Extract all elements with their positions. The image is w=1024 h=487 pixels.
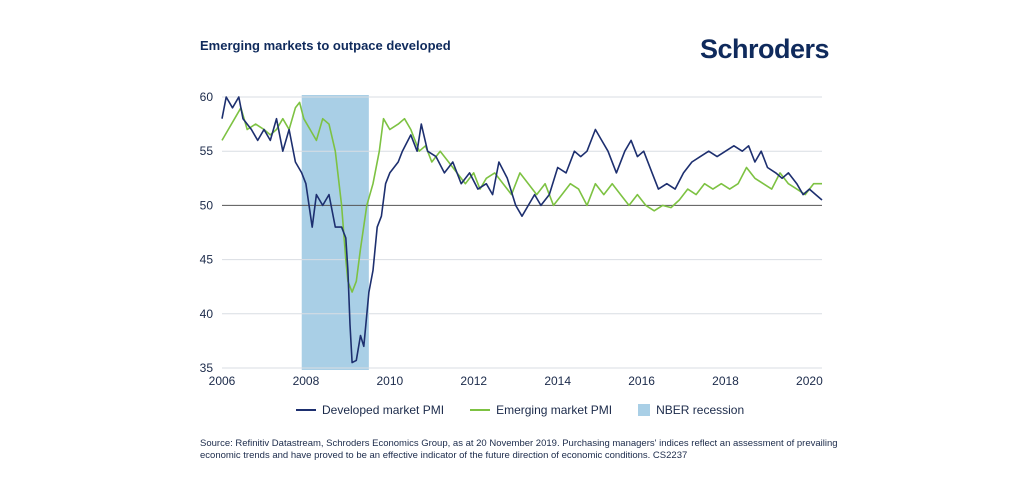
legend-label-developed: Developed market PMI (322, 403, 445, 417)
x-tick-label-2014: 2014 (544, 374, 571, 388)
x-tick-label-2018: 2018 (712, 374, 739, 388)
legend-swatch-recession (638, 404, 651, 416)
y-tick-label-50: 50 (200, 198, 214, 212)
legend-label-emerging: Emerging market PMI (496, 403, 613, 417)
y-tick-label-35: 35 (200, 361, 214, 375)
pmi-line-chart: 35 40 45 50 55 60 2006 2008 2010 2012 2014 2016 201… (200, 90, 823, 388)
chart-title: Emerging markets to outpace developed (200, 38, 451, 53)
x-tick-label-2012: 2012 (460, 374, 487, 388)
legend-item-developed: Developed market PMI (296, 403, 444, 417)
y-tick-label-60: 60 (200, 90, 214, 104)
x-tick-label-2016: 2016 (628, 374, 655, 388)
legend-item-recession: NBER recession (638, 403, 744, 417)
source-note: Source: Refinitiv Datastream, Schroders … (200, 438, 838, 461)
series-line-emerging (221, 101, 822, 293)
grid-layer (222, 96, 822, 369)
y-tick-labels: 35 40 45 50 55 60 (200, 90, 214, 375)
series-layer (221, 96, 823, 364)
x-tick-label-2006: 2006 (209, 374, 236, 388)
recession-band-layer (301, 95, 369, 370)
x-tick-label-2020: 2020 (796, 374, 823, 388)
legend-swatch-emerging (470, 409, 491, 411)
y-tick-label-40: 40 (200, 307, 214, 321)
y-tick-label-45: 45 (200, 253, 214, 267)
chart-legend: Developed market PMI Emerging market PMI… (296, 403, 744, 417)
x-tick-label-2008: 2008 (293, 374, 320, 388)
x-tick-labels: 2006 2008 2010 2012 2014 2016 2018 2020 (209, 374, 823, 388)
series-line-developed (221, 96, 823, 364)
legend-label-recession: NBER recession (656, 403, 745, 417)
recession-band (301, 95, 369, 370)
y-tick-label-55: 55 (200, 144, 214, 158)
brand-logo: Schroders (700, 34, 830, 64)
legend-item-emerging: Emerging market PMI (470, 403, 612, 417)
x-tick-label-2010: 2010 (376, 374, 403, 388)
legend-swatch-developed (296, 409, 316, 411)
